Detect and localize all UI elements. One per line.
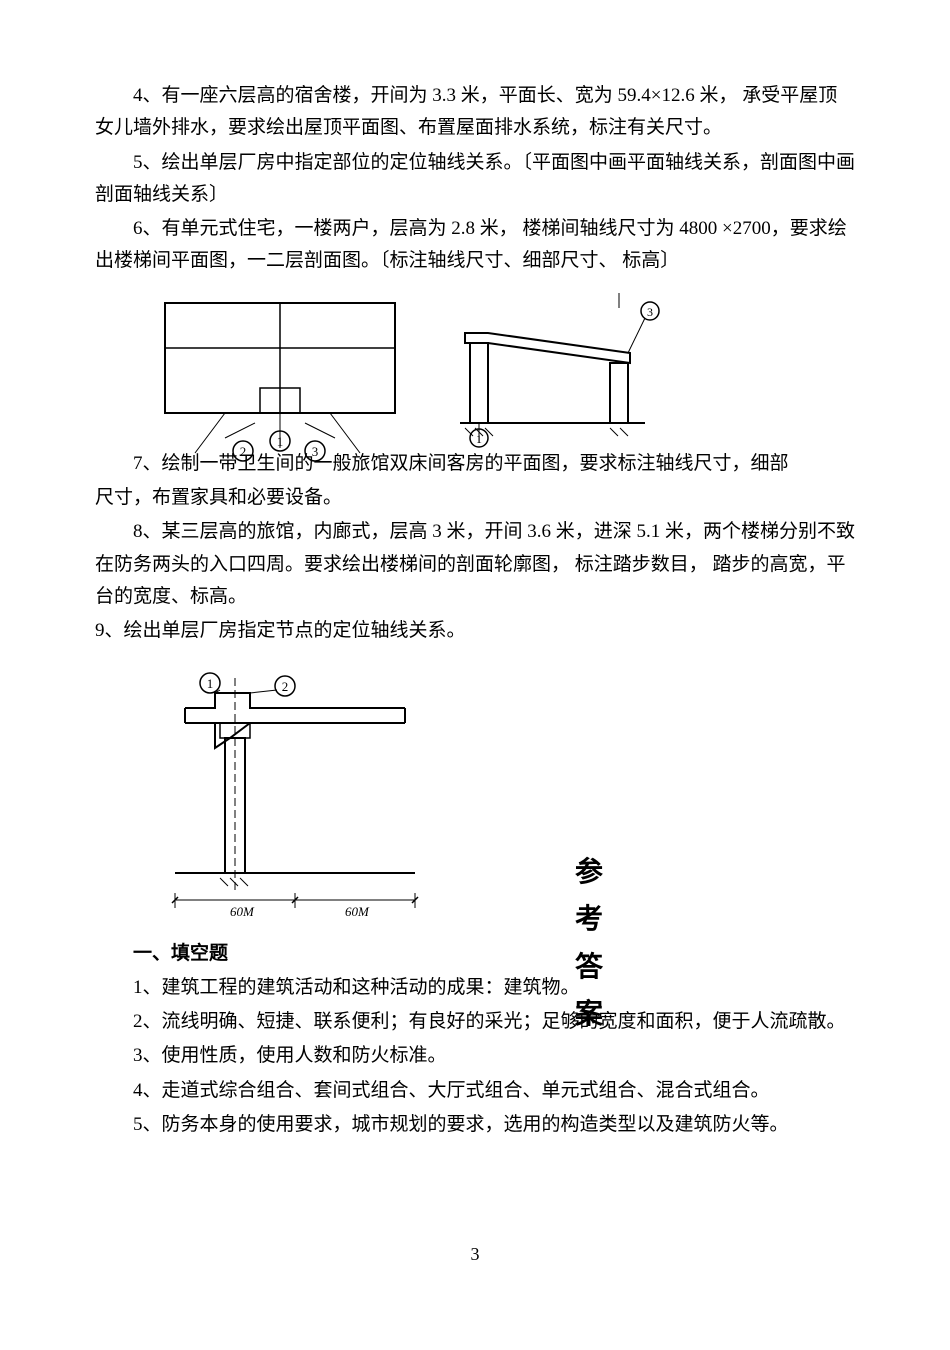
paragraph-5: 5、绘出单层厂房中指定部位的定位轴线关系。〔平面图中画平面轴线关系，剖面图中画剖…: [95, 147, 855, 212]
paragraph-7a: 7、绘制一带卫生间的一般旅馆双床间客房的平面图，要求标注轴线尺寸，细部: [95, 448, 855, 480]
svg-text:60M: 60M: [345, 904, 370, 919]
paragraph-6: 6、有单元式住宅，一楼两户，层高为 2.8 米， 楼梯间轴线尺寸为 4800 ×…: [95, 213, 855, 278]
svg-text:2: 2: [282, 679, 289, 694]
paragraph-8: 8、某三层高的旅馆，内廊式，层高 3 米，开间 3.6 米，进深 5.1 米，两…: [95, 516, 855, 613]
svg-text:3: 3: [647, 305, 653, 319]
paragraph-4: 4、有一座六层高的宿舍楼，开间为 3.3 米，平面长、宽为 59.4×12.6 …: [95, 80, 855, 145]
answer-5: 5、防务本身的使用要求，城市规划的要求，选用的构造类型以及建筑防火等。: [95, 1109, 855, 1141]
paragraph-9: 9、绘出单层厂房指定节点的定位轴线关系。: [95, 615, 855, 647]
answer-2: 2、流线明确、短捷、联系便利；有良好的采光；足够的宽度和面积，便于人流疏散。: [95, 1006, 855, 1038]
diagram-plan: 1 2 3: [155, 293, 415, 448]
svg-text:60M: 60M: [230, 904, 255, 919]
diagram-elevation: 1 3: [455, 293, 685, 448]
answer-3: 3、使用性质，使用人数和防火标准。: [95, 1040, 855, 1072]
svg-text:1: 1: [277, 434, 284, 449]
diagram-row-1: 1 2 3 1 3: [155, 293, 855, 448]
section-heading-fill: 一、填空题: [95, 938, 855, 970]
answer-1: 1、建筑工程的建筑活动和这种活动的成果：建筑物。: [95, 972, 855, 1004]
answer-4: 4、走道式综合组合、套间式组合、大厅式组合、单元式组合、混合式组合。: [95, 1075, 855, 1107]
diagram-section-2: 60M 60M 1 2 参考答案: [155, 668, 435, 928]
answer-heading: 参考答案: [575, 848, 603, 1038]
paragraph-7b: 尺寸，布置家具和必要设备。: [95, 482, 855, 514]
svg-text:1: 1: [207, 676, 214, 691]
page-number: 3: [471, 1239, 480, 1270]
